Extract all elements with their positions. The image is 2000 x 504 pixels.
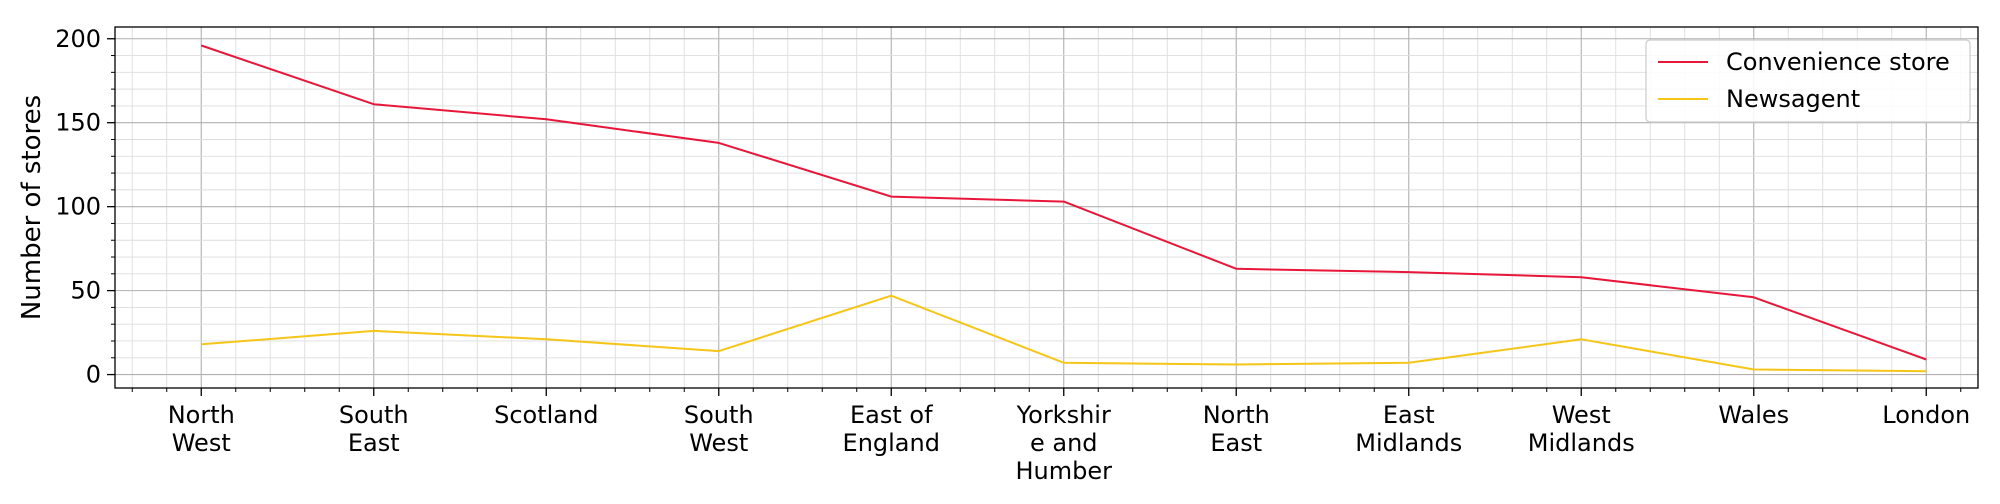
y-tick-label: 200 bbox=[55, 25, 101, 53]
x-tick-label: North East bbox=[1203, 401, 1270, 457]
x-tick-label: North West bbox=[168, 401, 235, 457]
x-tick-label: West Midlands bbox=[1528, 401, 1635, 457]
x-tick-label: London bbox=[1882, 401, 1970, 429]
y-tick-label: 150 bbox=[55, 109, 101, 137]
legend-label-convenience-store: Convenience store bbox=[1726, 48, 1950, 76]
series-lines bbox=[200, 44, 1927, 373]
grid bbox=[115, 27, 1978, 388]
x-tick-label: South West bbox=[684, 401, 754, 457]
series-line-convenience-store bbox=[200, 44, 1927, 361]
x-tick-label: South East bbox=[339, 401, 409, 457]
plot-area bbox=[114, 26, 1979, 389]
legend-label-newsagent: Newsagent bbox=[1726, 85, 1860, 113]
x-tick-label: East of England bbox=[843, 401, 940, 457]
x-tick-label: Scotland bbox=[494, 401, 598, 429]
y-tick-label: 50 bbox=[70, 277, 101, 305]
x-tick-label: Yorkshir e and Humber bbox=[1015, 401, 1112, 485]
series-line-newsagent bbox=[201, 294, 1927, 373]
x-tick-label: East Midlands bbox=[1355, 401, 1462, 457]
x-tick-label: Wales bbox=[1718, 401, 1789, 429]
legend: Convenience store Newsagent bbox=[1645, 39, 1971, 123]
legend-box bbox=[1645, 39, 1971, 123]
y-axis-label: Number of stores bbox=[17, 95, 47, 320]
axis-ticks: 0 50 100 150 200 North West South East Scotland So… bbox=[55, 25, 1970, 485]
y-tick-label: 100 bbox=[55, 193, 101, 221]
y-tick-label: 0 bbox=[86, 361, 101, 389]
